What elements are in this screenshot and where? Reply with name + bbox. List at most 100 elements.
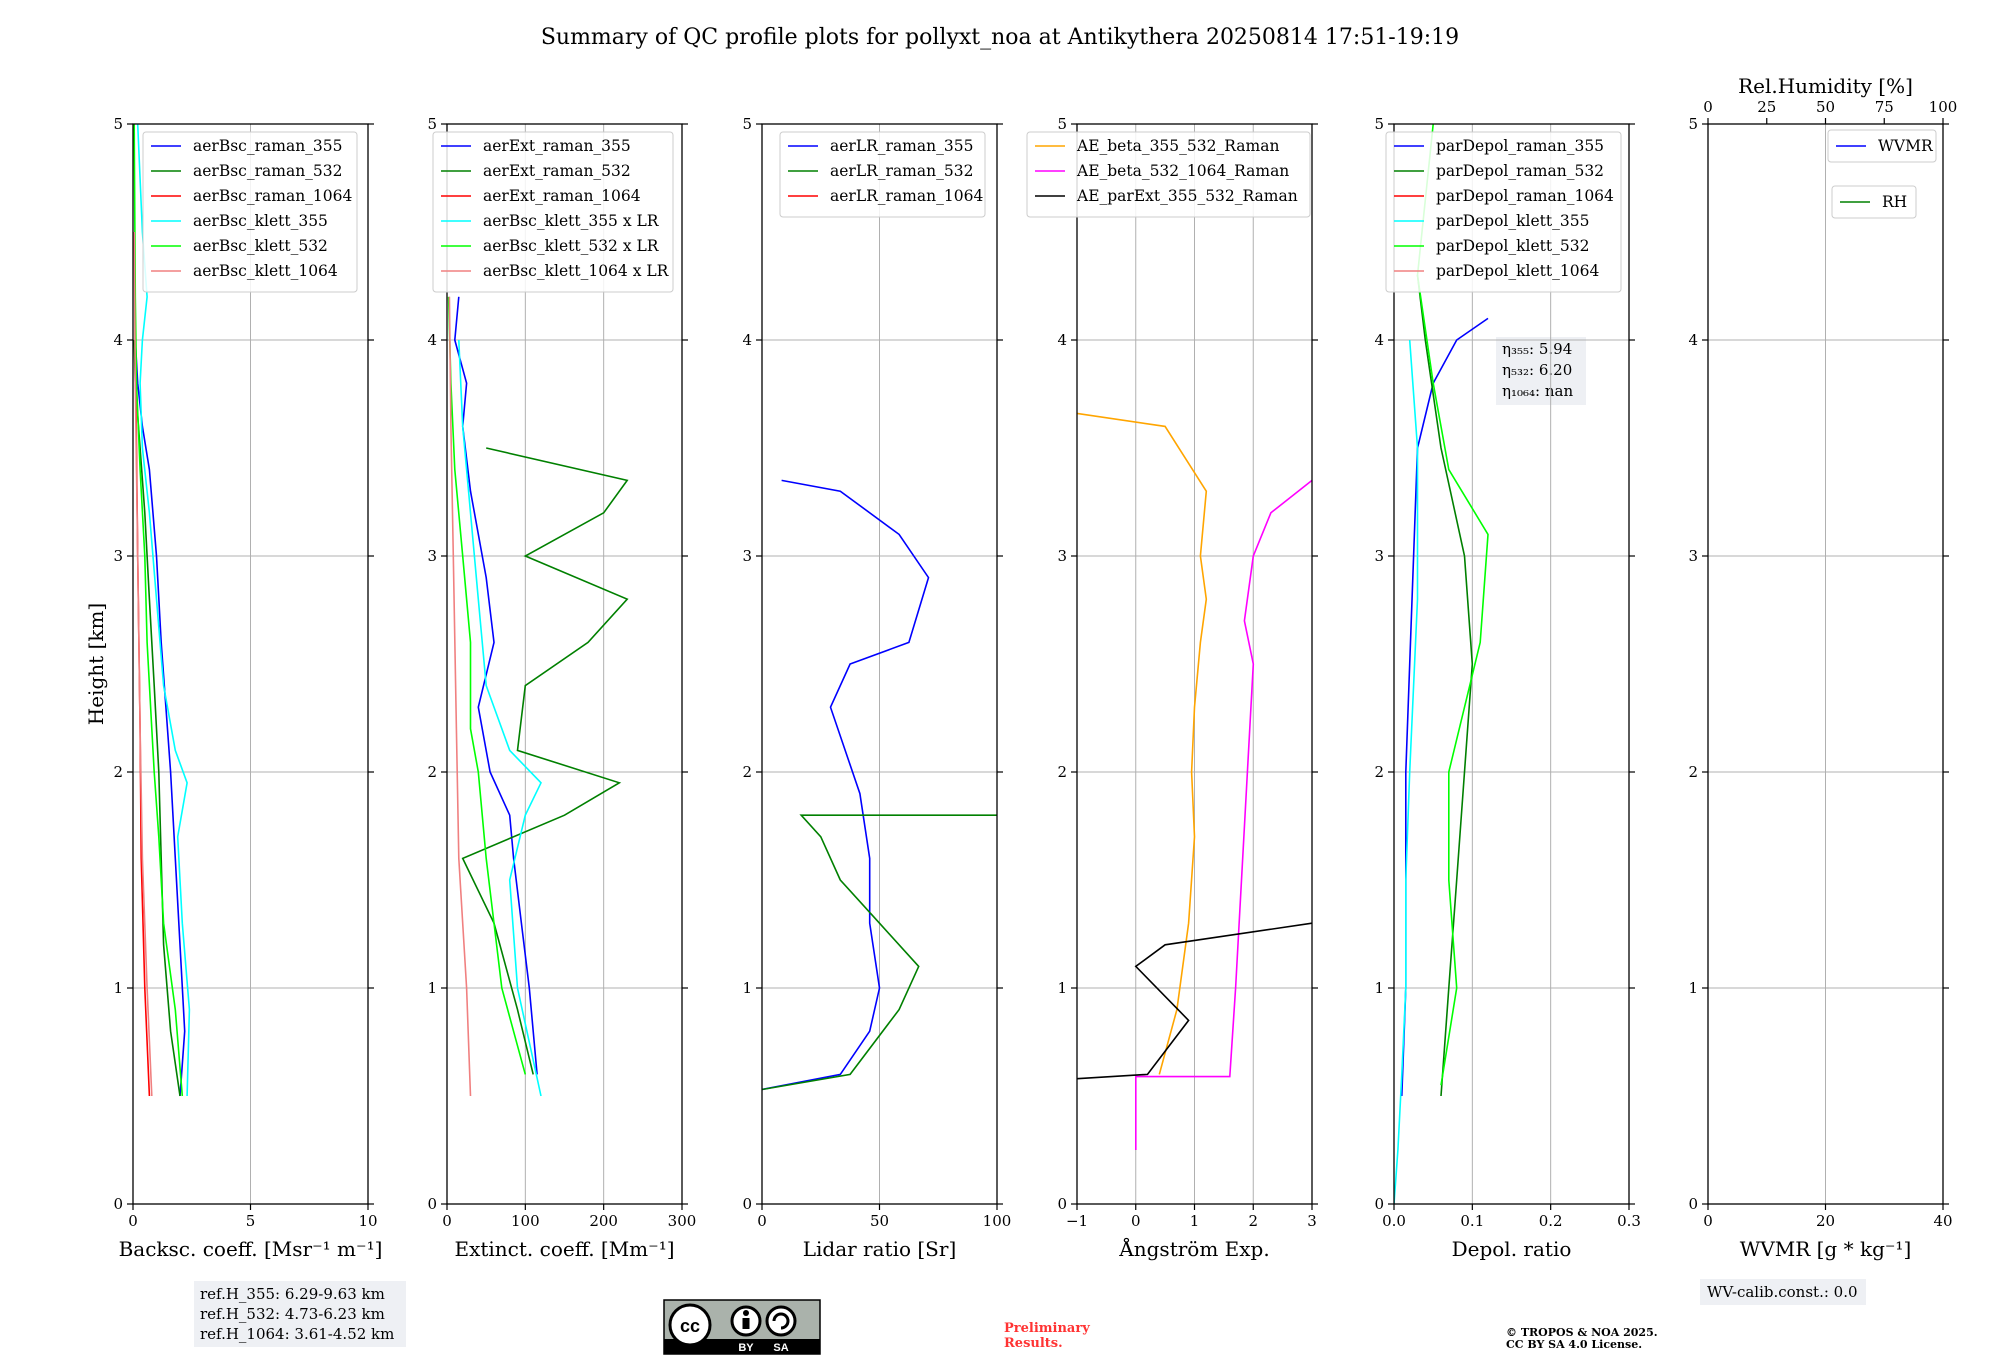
series-aerBsc_klett_1064 [133, 231, 153, 1097]
x-tick-label: 3 [1307, 1212, 1317, 1230]
y-tick-label: 4 [742, 331, 752, 349]
x-axis-label: Extinct. coeff. [Mm⁻¹] [454, 1237, 674, 1261]
legend-label: aerExt_raman_532 [483, 162, 631, 180]
series-parDepol_raman_532 [1416, 275, 1474, 1097]
y-tick-label: 2 [1057, 763, 1067, 781]
legend-label: aerLR_raman_355 [830, 137, 973, 155]
series-AE_beta_532_1064_Raman [1135, 479, 1312, 1150]
ref-height-355: ref.H_355: 6.29-9.63 km [200, 1285, 385, 1303]
x2-axis-label: Rel.Humidity [%] [1738, 74, 1913, 98]
legend-label: aerBsc_klett_532 [193, 237, 328, 255]
y-tick-label: 4 [1057, 331, 1067, 349]
y-tick-label: 4 [1374, 331, 1384, 349]
y-tick-label: 3 [427, 547, 437, 565]
y-tick-label: 3 [113, 547, 123, 565]
x-axis-label: Lidar ratio [Sr] [803, 1237, 957, 1261]
series-aerExt_raman_532 [461, 447, 629, 1075]
x-tick-label: 10 [358, 1212, 377, 1230]
legend-label: parDepol_klett_532 [1436, 237, 1589, 255]
y-tick-label: 3 [1057, 547, 1067, 565]
legend-label: AE_beta_355_532_Raman [1076, 137, 1279, 155]
y-tick-label: 0 [742, 1195, 752, 1213]
series-aerBsc_klett_532 x LR [447, 296, 527, 1075]
x-axis-label: Depol. ratio [1452, 1237, 1572, 1261]
legend-label: aerBsc_raman_355 [193, 137, 343, 155]
x-tick-label: 0.2 [1539, 1212, 1563, 1230]
series-aerExt_raman_355 [453, 296, 538, 1075]
x-tick-label: 20 [1816, 1212, 1835, 1230]
wv-calib-text: WV-calib.const.: 0.0 [1707, 1283, 1858, 1301]
legend: AE_beta_355_532_Raman AE_beta_532_1064_Ra… [1026, 131, 1311, 218]
y-tick-label: 3 [742, 547, 752, 565]
x2-tick-label: 100 [1929, 98, 1958, 116]
legend: aerBsc_raman_355 aerBsc_raman_532 aerBsc_r… [142, 131, 358, 293]
x-tick-label: 0 [1131, 1212, 1141, 1230]
x-tick-label: 100 [511, 1212, 540, 1230]
x2-tick-label: 0 [1703, 98, 1713, 116]
y-tick-label: 1 [742, 979, 752, 997]
x-tick-label: 5 [246, 1212, 256, 1230]
axes-frame [1393, 123, 1630, 1205]
x-tick-label: 0 [442, 1212, 452, 1230]
y-tick-label: 0 [113, 1195, 123, 1213]
y-tick-label: 1 [1688, 979, 1698, 997]
panel-6: 0 20 40 0 1 2 3 4 5 WVMR [g * kg⁻¹] 0 25 50 75 100 Rel.… [1688, 74, 1957, 1261]
series-aerLR_raman_355 [762, 479, 930, 1091]
y-tick-label: 0 [427, 1195, 437, 1213]
legend-label: parDepol_raman_1064 [1436, 187, 1614, 205]
cc-icon [668, 1303, 712, 1347]
legend-label: aerBsc_klett_355 [193, 212, 328, 230]
y-tick-label: 5 [1688, 115, 1698, 133]
wv-calib-box: WV-calib.const.: 0.0 [1700, 1279, 1866, 1305]
y-axis-label: Height [km] [84, 603, 108, 725]
y-tick-label: 2 [1688, 763, 1698, 781]
ref-height-1064: ref.H_1064: 3.61-4.52 km [200, 1325, 394, 1343]
x-axis-label: Ångström Exp. [1118, 1236, 1269, 1261]
series-AE_beta_355_532_Raman [1077, 412, 1208, 1075]
x-tick-label: 0 [757, 1212, 767, 1230]
x-tick-label: 300 [668, 1212, 697, 1230]
y-tick-label: 2 [1374, 763, 1384, 781]
legend: parDepol_raman_355 parDepol_raman_532 parD… [1385, 131, 1622, 293]
x-tick-label: 0.3 [1617, 1212, 1641, 1230]
x-tick-label: 0.0 [1382, 1212, 1406, 1230]
panel-3: 0 50 100 0 1 2 3 4 5 Lidar ratio [Sr] aerLR_raman_… [742, 115, 1011, 1261]
legend-label: aerLR_raman_532 [830, 162, 973, 180]
eta-annotation: η₃₅₅: 5.94 η₅₃₂: 6.20 η₁₀₆₄: nan [1496, 337, 1586, 405]
x-tick-label: 1 [1190, 1212, 1200, 1230]
license-sa: SA [773, 1342, 788, 1354]
eta-label: η₁₀₆₄: nan [1502, 382, 1573, 400]
license-by: BY [738, 1342, 754, 1354]
axes-frame [446, 123, 683, 1205]
series-aerBsc_klett_1064 x LR [448, 296, 472, 1097]
y-tick-label: 5 [427, 115, 437, 133]
legend-label: RH [1882, 193, 1907, 211]
y-tick-label: 1 [113, 979, 123, 997]
y-tick-label: 0 [1374, 1195, 1384, 1213]
x-tick-label: 100 [983, 1212, 1012, 1230]
legend-label: aerBsc_raman_1064 [193, 187, 353, 205]
legend-label: aerBsc_raman_532 [193, 162, 343, 180]
cc-license-badge: cc BY SA [663, 1299, 821, 1355]
series-aerBsc_klett_532 [133, 124, 184, 1097]
x2-tick-label: 50 [1816, 98, 1835, 116]
eta-label: η₃₅₅: 5.94 [1502, 340, 1572, 358]
legend-label: aerBsc_klett_1064 [193, 262, 338, 280]
ref-height-532: ref.H_532: 4.73-6.23 km [200, 1305, 385, 1323]
copyright-line1: © TROPOS & NOA 2025. [1506, 1326, 1658, 1339]
series-parDepol_raman_355 [1401, 317, 1489, 1097]
y-tick-label: 3 [1688, 547, 1698, 565]
legend: aerLR_raman_355 aerLR_raman_532 aerLR_rama… [779, 131, 986, 218]
x-tick-label: 0.1 [1460, 1212, 1484, 1230]
series-parDepol_klett_355 [1394, 339, 1419, 1204]
x-tick-label: 40 [1933, 1212, 1952, 1230]
eta-label: η₅₃₂: 6.20 [1502, 361, 1572, 379]
x2-tick-label: 75 [1875, 98, 1894, 116]
x-tick-label: 0 [128, 1212, 138, 1230]
x-axis-label: WVMR [g * kg⁻¹] [1740, 1237, 1912, 1261]
legend-label: aerBsc_klett_355 x LR [483, 212, 660, 230]
y-tick-label: 5 [742, 115, 752, 133]
y-tick-label: 1 [1057, 979, 1067, 997]
